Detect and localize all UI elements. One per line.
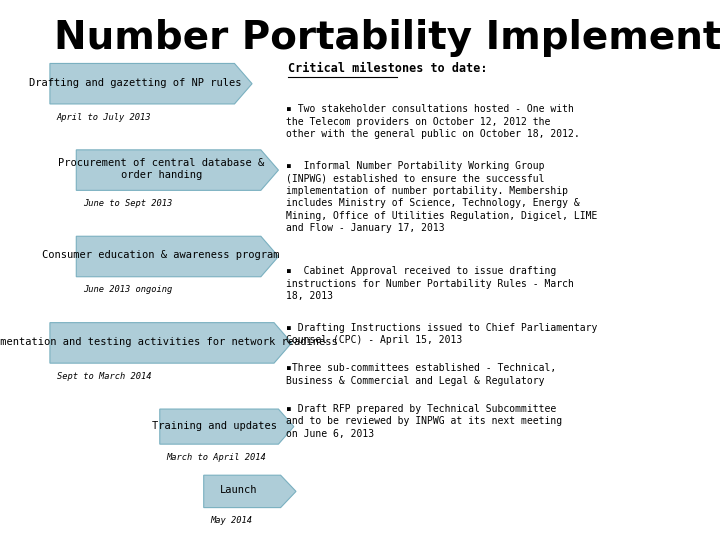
- Text: June 2013 ongoing: June 2013 ongoing: [83, 285, 172, 294]
- Text: April to July 2013: April to July 2013: [56, 113, 151, 122]
- Text: Launch: Launch: [220, 485, 258, 495]
- Polygon shape: [50, 322, 292, 363]
- Text: Critical milestones to date:: Critical milestones to date:: [288, 62, 487, 75]
- Text: ▪  Cabinet Approval received to issue drafting
instructions for Number Portabili: ▪ Cabinet Approval received to issue dra…: [287, 266, 575, 301]
- Polygon shape: [50, 64, 252, 104]
- Polygon shape: [76, 150, 279, 190]
- Text: May 2014: May 2014: [210, 516, 252, 525]
- Text: Implementation and testing activities for network readiness: Implementation and testing activities fo…: [0, 337, 338, 347]
- Text: ▪ Drafting Instructions issued to Chief Parliamentary
Counsel (CPC) - April 15, : ▪ Drafting Instructions issued to Chief …: [287, 323, 598, 345]
- Polygon shape: [76, 237, 279, 276]
- Text: Consumer education & awareness program: Consumer education & awareness program: [42, 251, 280, 260]
- Text: Drafting and gazetting of NP rules: Drafting and gazetting of NP rules: [29, 78, 241, 87]
- Text: Number Portability Implementation: Number Portability Implementation: [54, 19, 720, 57]
- Text: Procurement of central database &
order handing: Procurement of central database & order …: [58, 158, 264, 180]
- Text: Training and updates: Training and updates: [152, 421, 277, 430]
- Text: ▪Three sub-committees established - Technical,
Business & Commercial and Legal &: ▪Three sub-committees established - Tech…: [287, 363, 557, 386]
- Text: ▪ Draft RFP prepared by Technical Subcommittee
and to be reviewed by INPWG at it: ▪ Draft RFP prepared by Technical Subcom…: [287, 404, 562, 438]
- Text: Sept to March 2014: Sept to March 2014: [56, 372, 151, 381]
- Polygon shape: [204, 475, 296, 508]
- Polygon shape: [160, 409, 294, 444]
- Text: June to Sept 2013: June to Sept 2013: [83, 199, 172, 208]
- Text: March to April 2014: March to April 2014: [166, 453, 266, 462]
- Text: ▪  Informal Number Portability Working Group
(INPWG) established to ensure the s: ▪ Informal Number Portability Working Gr…: [287, 161, 598, 233]
- Text: ▪ Two stakeholder consultations hosted - One with
the Telecom providers on Octob: ▪ Two stakeholder consultations hosted -…: [287, 104, 580, 139]
